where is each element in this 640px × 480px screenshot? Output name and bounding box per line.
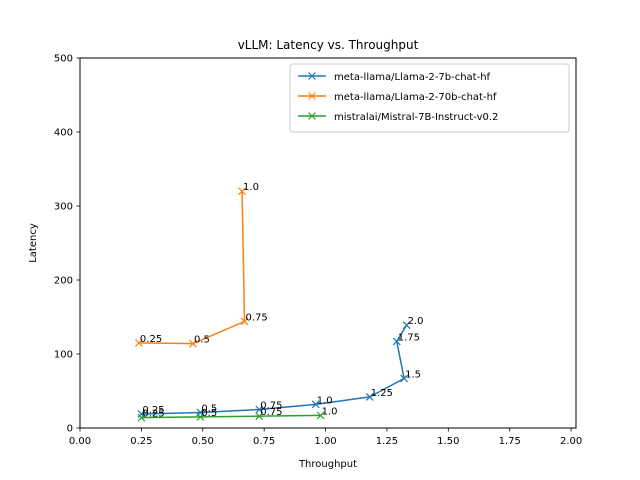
series-layer (135, 187, 411, 422)
legend-marker (308, 112, 316, 120)
data-point-label: 1.0 (322, 406, 338, 417)
data-point-marker (316, 411, 325, 420)
data-point-marker (311, 400, 320, 409)
data-point-label: 1.0 (243, 182, 259, 193)
chart-title: vLLM: Latency vs. Throughput (238, 38, 419, 52)
x-tick-label: 1.00 (314, 436, 336, 447)
data-point-marker (402, 321, 411, 330)
data-point-label: 1.25 (371, 388, 393, 399)
data-point-label: 1.75 (398, 332, 420, 343)
data-point-label: 0.5 (194, 335, 210, 346)
y-tick-label: 300 (54, 202, 73, 213)
y-tick-label: 400 (54, 128, 73, 139)
data-point-marker (255, 405, 264, 414)
data-point-label: 0.75 (260, 401, 282, 412)
x-tick-label: 0.50 (192, 436, 214, 447)
plot-frame (79, 57, 577, 429)
data-point-label: 0.25 (140, 334, 162, 345)
point-labels: 0.25 0.5 0.75 1.0 1.25 1.5 1.75 2.0 0.25 0.5 0.75 1… (140, 182, 424, 419)
y-axis-label: Latency (28, 223, 39, 263)
data-point-label: 0.75 (260, 407, 282, 418)
x-tick-label: 1.25 (376, 436, 398, 447)
x-axis-ticks: 0.00 0.25 0.50 0.75 1.00 1.25 1.50 1.75 2.00 (69, 428, 582, 447)
y-axis-ticks: 0 100 200 300 400 500 (54, 54, 80, 435)
data-point-marker (238, 187, 246, 196)
data-point-marker (135, 338, 143, 347)
data-point-marker (240, 317, 249, 326)
data-point-label: 1.0 (317, 395, 333, 406)
data-point-marker (400, 374, 409, 383)
data-point-label: 0.75 (246, 312, 268, 323)
x-tick-label: 0.75 (253, 436, 275, 447)
x-tick-label: 1.75 (499, 436, 521, 447)
data-point-label: 0.5 (201, 408, 217, 419)
series-line (141, 324, 408, 415)
x-axis-label: Throughput (298, 459, 357, 470)
y-tick-label: 100 (54, 350, 73, 361)
x-tick-label: 0.00 (69, 436, 91, 447)
y-tick-label: 0 (67, 424, 73, 435)
data-point-label: 1.5 (405, 369, 421, 380)
y-tick-label: 500 (54, 54, 73, 65)
data-point-marker (365, 392, 374, 401)
data-point-marker (189, 339, 197, 348)
x-tick-label: 1.50 (437, 436, 459, 447)
x-tick-label: 0.25 (130, 436, 152, 447)
legend-marker (308, 92, 316, 100)
data-point-marker (137, 413, 146, 422)
data-point-marker (392, 337, 401, 346)
series-line (141, 414, 321, 419)
legend-marker (308, 72, 316, 80)
data-point-marker (137, 410, 146, 418)
legend-entry-label: meta-llama/Llama-2-70b-chat-hf (334, 92, 497, 103)
data-point-label: 0.25 (142, 405, 164, 416)
x-tick-label: 2.00 (560, 436, 582, 447)
data-point-label: 0.25 (142, 409, 164, 420)
legend: meta-llama/Llama-2-7b-chat-hf meta-llama/… (289, 63, 570, 133)
data-point-marker (255, 412, 264, 421)
data-point-label: 0.5 (201, 403, 217, 414)
legend-entry-label: meta-llama/Llama-2-7b-chat-hf (334, 72, 491, 83)
y-tick-label: 200 (54, 276, 73, 287)
data-point-label: 2.0 (408, 316, 424, 327)
legend-box (289, 63, 570, 133)
data-point-marker (196, 412, 205, 421)
legend-entry-label: mistralai/Mistral-7B-Instruct-v0.2 (334, 112, 498, 123)
series-line (138, 191, 246, 345)
